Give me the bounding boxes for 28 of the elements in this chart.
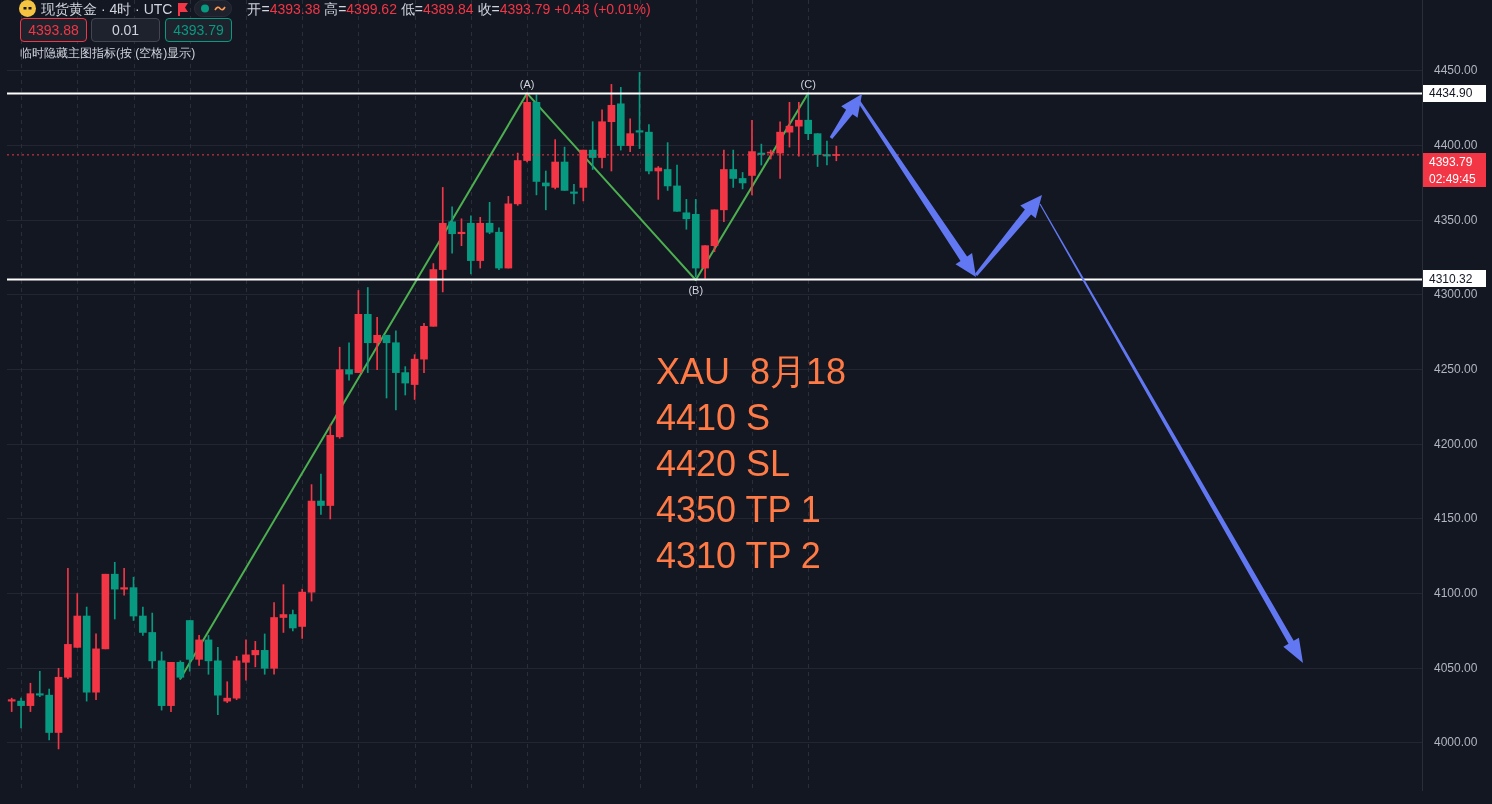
annotation: XAU 8月18	[656, 350, 847, 394]
chart-title: 现货黄金 · 4时 · UTC	[41, 0, 173, 17]
y-tick-label: 4450.00	[1434, 63, 1478, 78]
annotation: 0.01	[91, 18, 160, 42]
annotation: 4420 SL	[656, 442, 791, 486]
annotation: 4350 TP 1	[656, 488, 821, 532]
y-tick-label: 4150.00	[1434, 511, 1478, 526]
data-label: (B)	[688, 283, 704, 296]
y-tick-label: 4000.00	[1434, 735, 1478, 750]
y-tick-label: 4100.00	[1434, 585, 1478, 600]
y-tick-label: 4350.00	[1434, 212, 1478, 227]
y-tick-label: 4050.00	[1434, 660, 1478, 675]
data-label: (C)	[800, 77, 816, 90]
text: 02:49:45	[1429, 171, 1477, 186]
ref-line-label: 4434.90	[1429, 85, 1473, 100]
data-label: (A)	[519, 77, 535, 90]
annotation: 4393.88	[20, 18, 87, 42]
ref-line-label: 4310.32	[1429, 271, 1473, 286]
annotation: 4393.79	[165, 18, 232, 42]
annotation: 4410 S	[656, 396, 771, 440]
y-tick-label: 4400.00	[1434, 137, 1478, 152]
annotation: 4310 TP 2	[656, 534, 821, 578]
annotation: 临时隐藏主图指标(按 (空格)显示)	[20, 46, 196, 60]
ref-line-label: 4393.79	[1429, 154, 1473, 169]
y-tick-label: 4300.00	[1434, 287, 1478, 302]
y-tick-label: 4250.00	[1434, 361, 1478, 376]
y-tick-label: 4200.00	[1434, 436, 1478, 451]
chart-subtitle: 开=4393.38 高=4399.62 低=4389.84 收=4393.79 +0.43 (+0.01%)	[247, 0, 651, 17]
